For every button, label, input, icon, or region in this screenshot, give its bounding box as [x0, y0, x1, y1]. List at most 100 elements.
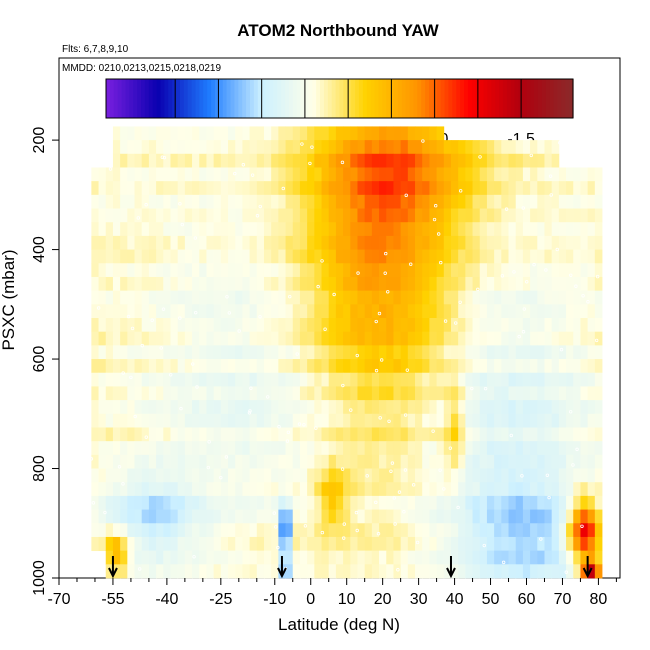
- heatmap-cell: [479, 495, 488, 510]
- heatmap-cell: [587, 318, 596, 333]
- heatmap-cell: [350, 290, 358, 305]
- heatmap-cell: [192, 427, 200, 442]
- heatmap-cell: [479, 140, 488, 155]
- heatmap-cell: [112, 318, 121, 333]
- heatmap-cell: [558, 208, 567, 223]
- heatmap-cell: [400, 400, 409, 415]
- heatmap-cell: [299, 550, 308, 565]
- colorbar-segment: [569, 79, 574, 118]
- heatmap-cell: [371, 523, 380, 538]
- heatmap-cell: [127, 400, 135, 415]
- heatmap-cell: [558, 523, 567, 538]
- heatmap-cell: [91, 208, 99, 223]
- heatmap-cell: [148, 276, 157, 292]
- heatmap-cell: [271, 276, 279, 292]
- heatmap-cell: [486, 550, 495, 565]
- sample-point: [274, 525, 278, 529]
- heatmap-cell: [228, 153, 236, 168]
- heatmap-cell: [530, 523, 538, 538]
- heatmap-cell: [379, 290, 387, 305]
- heatmap-cell: [271, 427, 279, 442]
- heatmap-cell: [415, 181, 423, 196]
- heatmap-cell: [443, 400, 452, 415]
- heatmap-cell: [537, 359, 545, 374]
- heatmap-cell: [458, 208, 466, 223]
- heatmap-cell: [364, 495, 373, 510]
- heatmap-cell: [465, 509, 473, 524]
- heatmap-cell: [206, 536, 215, 552]
- heatmap-cell: [206, 386, 215, 401]
- heatmap-cell: [228, 523, 236, 538]
- heatmap-cell: [170, 126, 179, 141]
- heatmap-cell: [443, 331, 452, 346]
- heatmap-cell: [350, 153, 358, 168]
- heatmap-cell: [220, 276, 229, 292]
- heatmap-cell: [429, 495, 437, 510]
- heatmap-cell: [393, 167, 402, 182]
- heatmap-cell: [537, 468, 545, 483]
- colorbar-segment: [409, 79, 415, 118]
- heatmap-cell: [163, 140, 171, 155]
- heatmap-cell: [530, 153, 538, 168]
- heatmap-cell: [321, 427, 330, 442]
- heatmap-cell: [321, 372, 330, 387]
- sample-point: [258, 315, 262, 319]
- heatmap-cell: [429, 276, 437, 292]
- heatmap-cell: [515, 523, 524, 538]
- heatmap-cell: [458, 181, 466, 196]
- heatmap-cell: [486, 263, 495, 278]
- heatmap-cell: [544, 331, 553, 346]
- heatmap-cell: [112, 400, 121, 415]
- heatmap-cell: [285, 140, 294, 155]
- heatmap-cell: [278, 167, 286, 182]
- sample-point: [376, 532, 381, 536]
- heatmap-cell: [386, 400, 394, 415]
- heatmap-cell: [256, 140, 265, 155]
- heatmap-cell: [587, 564, 596, 579]
- heatmap-cell: [170, 208, 179, 223]
- heatmap-cell: [436, 140, 445, 155]
- colorbar-segment: [211, 79, 216, 118]
- heatmap-cell: [199, 249, 207, 264]
- heatmap-cell: [479, 263, 488, 278]
- heatmap-cell: [580, 427, 589, 442]
- heatmap-cell: [148, 550, 157, 565]
- heatmap-cell: [537, 208, 545, 223]
- heatmap-cell: [501, 167, 509, 182]
- heatmap-cell: [242, 536, 250, 552]
- heatmap-cell: [551, 372, 560, 387]
- heatmap-cell: [508, 359, 517, 374]
- heatmap-cell: [580, 208, 589, 223]
- heatmap-cell: [242, 550, 250, 565]
- colorbar-segment: [421, 79, 426, 118]
- colorbar-segment: [417, 79, 422, 118]
- heatmap-cell: [587, 235, 596, 250]
- heatmap-cell: [228, 318, 236, 333]
- colorbar-segment: [464, 79, 469, 118]
- heatmap-cell: [263, 468, 272, 483]
- sample-point: [575, 447, 579, 452]
- heatmap-cell: [256, 359, 265, 374]
- heatmap-cell: [515, 249, 524, 264]
- heatmap-cell: [479, 181, 488, 196]
- heatmap-cell: [530, 249, 538, 264]
- heatmap-cell: [508, 523, 517, 538]
- heatmap-cell: [141, 550, 150, 565]
- heatmap-cell: [515, 140, 524, 155]
- heatmap-cell: [134, 126, 143, 141]
- heatmap-cell: [328, 290, 337, 305]
- heatmap-cell: [587, 181, 596, 196]
- heatmap-cell: [91, 345, 99, 360]
- sample-point: [276, 545, 280, 550]
- sample-point: [393, 522, 397, 526]
- heatmap-cell: [429, 140, 437, 155]
- heatmap-cell: [393, 181, 402, 196]
- heatmap-cell: [170, 318, 179, 333]
- heatmap-cell: [112, 140, 121, 155]
- heatmap-cell: [407, 564, 416, 579]
- heatmap-cell: [199, 181, 207, 196]
- heatmap-cell: [530, 263, 538, 278]
- heatmap-cell: [120, 318, 128, 333]
- colorbar-segment: [214, 79, 220, 118]
- heatmap-cell: [91, 276, 99, 292]
